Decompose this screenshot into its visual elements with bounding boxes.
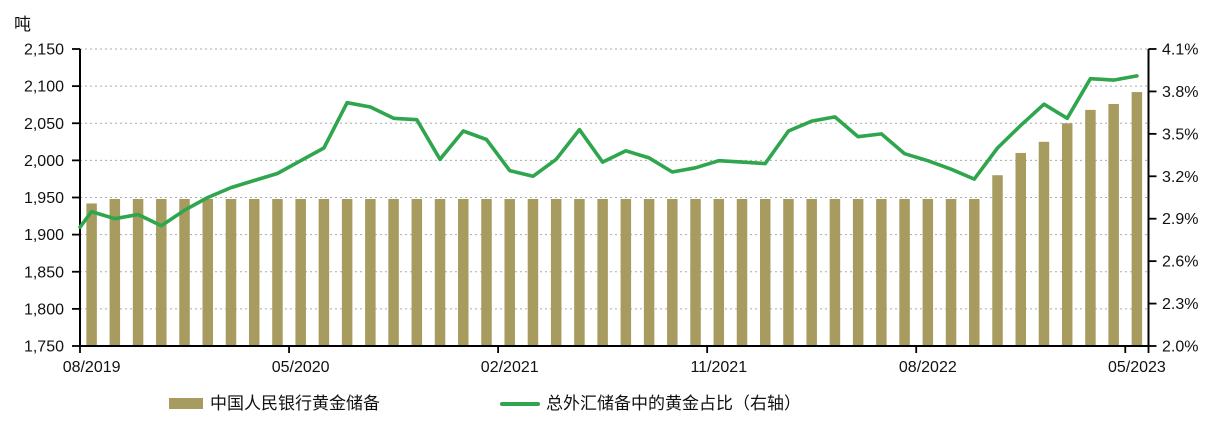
bar-12/2022 xyxy=(1015,152,1026,346)
bar-11/2022 xyxy=(992,175,1003,346)
bar-12/2020 xyxy=(458,198,469,346)
bar-12/2021 xyxy=(736,198,748,346)
bar-08/2019 xyxy=(86,203,97,346)
bar-01/2021 xyxy=(481,198,492,346)
bar-08/2021 xyxy=(643,198,655,346)
right-tick-label: 3.2% xyxy=(1162,169,1198,186)
legend-bar-swatch xyxy=(169,398,203,409)
legend-bar-label: 中国人民银行黄金储备 xyxy=(210,394,380,413)
x-tick-label: 02/2021 xyxy=(481,359,539,376)
bar-03/2023 xyxy=(1085,109,1096,346)
bar-10/2021 xyxy=(690,198,701,346)
bar-07/2022 xyxy=(899,198,910,346)
bar-11/2019 xyxy=(156,198,167,346)
bar-05/2020 xyxy=(295,198,306,346)
bar-03/2022 xyxy=(806,198,817,346)
bar-07/2020 xyxy=(341,198,353,346)
bar-04/2023 xyxy=(1108,103,1119,346)
bar-01/2022 xyxy=(759,198,771,346)
bar-01/2020 xyxy=(202,198,214,346)
left-tick-label: 2,150 xyxy=(24,42,64,59)
bar-09/2021 xyxy=(667,198,678,346)
line-series-gold-share xyxy=(78,74,1139,229)
bar-02/2022 xyxy=(783,198,794,346)
legend: 中国人民银行黄金储备 总外汇储备中的黄金占比（右轴） xyxy=(0,392,1229,418)
left-axis-unit-label: 吨 xyxy=(14,15,31,34)
right-tick-label: 2.9% xyxy=(1162,211,1198,228)
bar-03/2020 xyxy=(248,198,260,346)
bar-01/2023 xyxy=(1038,141,1050,346)
bar-02/2023 xyxy=(1061,123,1073,346)
bar-10/2022 xyxy=(969,198,980,346)
bar-10/2019 xyxy=(132,198,144,346)
bar-11/2021 xyxy=(713,198,725,346)
bar-02/2021 xyxy=(504,198,515,346)
bar-07/2021 xyxy=(620,198,632,346)
bar-04/2021 xyxy=(550,198,562,346)
left-tick-label: 1,950 xyxy=(24,190,64,207)
bar-09/2020 xyxy=(388,198,399,346)
x-tick-label: 05/2020 xyxy=(272,359,330,376)
right-tick-label: 3.8% xyxy=(1162,84,1198,101)
bar-11/2020 xyxy=(434,198,446,346)
bar-03/2021 xyxy=(527,198,539,346)
x-tick-label: 08/2022 xyxy=(899,359,957,376)
axes xyxy=(72,48,1157,353)
gridlines xyxy=(80,48,1149,310)
bar-08/2020 xyxy=(365,198,376,346)
legend-line-label: 总外汇储备中的黄金占比（右轴） xyxy=(546,394,801,413)
x-tick-label: 08/2019 xyxy=(63,359,121,376)
bar-04/2020 xyxy=(272,198,283,346)
bar-08/2022 xyxy=(922,198,934,346)
left-tick-label: 1,750 xyxy=(24,339,64,356)
left-tick-label: 1,900 xyxy=(24,227,64,244)
bar-09/2022 xyxy=(945,198,957,346)
bar-06/2021 xyxy=(597,198,608,346)
bar-10/2020 xyxy=(411,198,423,346)
left-tick-label: 2,000 xyxy=(24,153,64,170)
x-tick-label: 05/2023 xyxy=(1108,359,1166,376)
bar-04/2022 xyxy=(829,198,841,346)
left-tick-label: 1,800 xyxy=(24,301,64,318)
left-tick-label: 1,850 xyxy=(24,264,64,281)
bar-05/2021 xyxy=(574,198,585,346)
right-tick-label: 3.5% xyxy=(1162,126,1198,143)
bar-05/2023 xyxy=(1131,92,1143,346)
bar-09/2019 xyxy=(109,198,121,346)
right-tick-label: 2.0% xyxy=(1162,339,1198,356)
bar-05/2022 xyxy=(852,198,864,346)
bar-series-gold-reserves xyxy=(86,92,1143,346)
x-tick-label: 11/2021 xyxy=(690,359,747,376)
bar-12/2019 xyxy=(179,198,190,346)
right-tick-label: 4.1% xyxy=(1162,42,1198,59)
bar-06/2020 xyxy=(318,198,330,346)
legend-line-swatch xyxy=(500,402,540,406)
bar-02/2020 xyxy=(225,198,237,346)
right-tick-label: 2.6% xyxy=(1162,254,1198,271)
left-tick-label: 2,100 xyxy=(24,79,64,96)
right-tick-label: 2.3% xyxy=(1162,296,1198,313)
bar-06/2022 xyxy=(876,198,887,346)
left-tick-label: 2,050 xyxy=(24,116,64,133)
